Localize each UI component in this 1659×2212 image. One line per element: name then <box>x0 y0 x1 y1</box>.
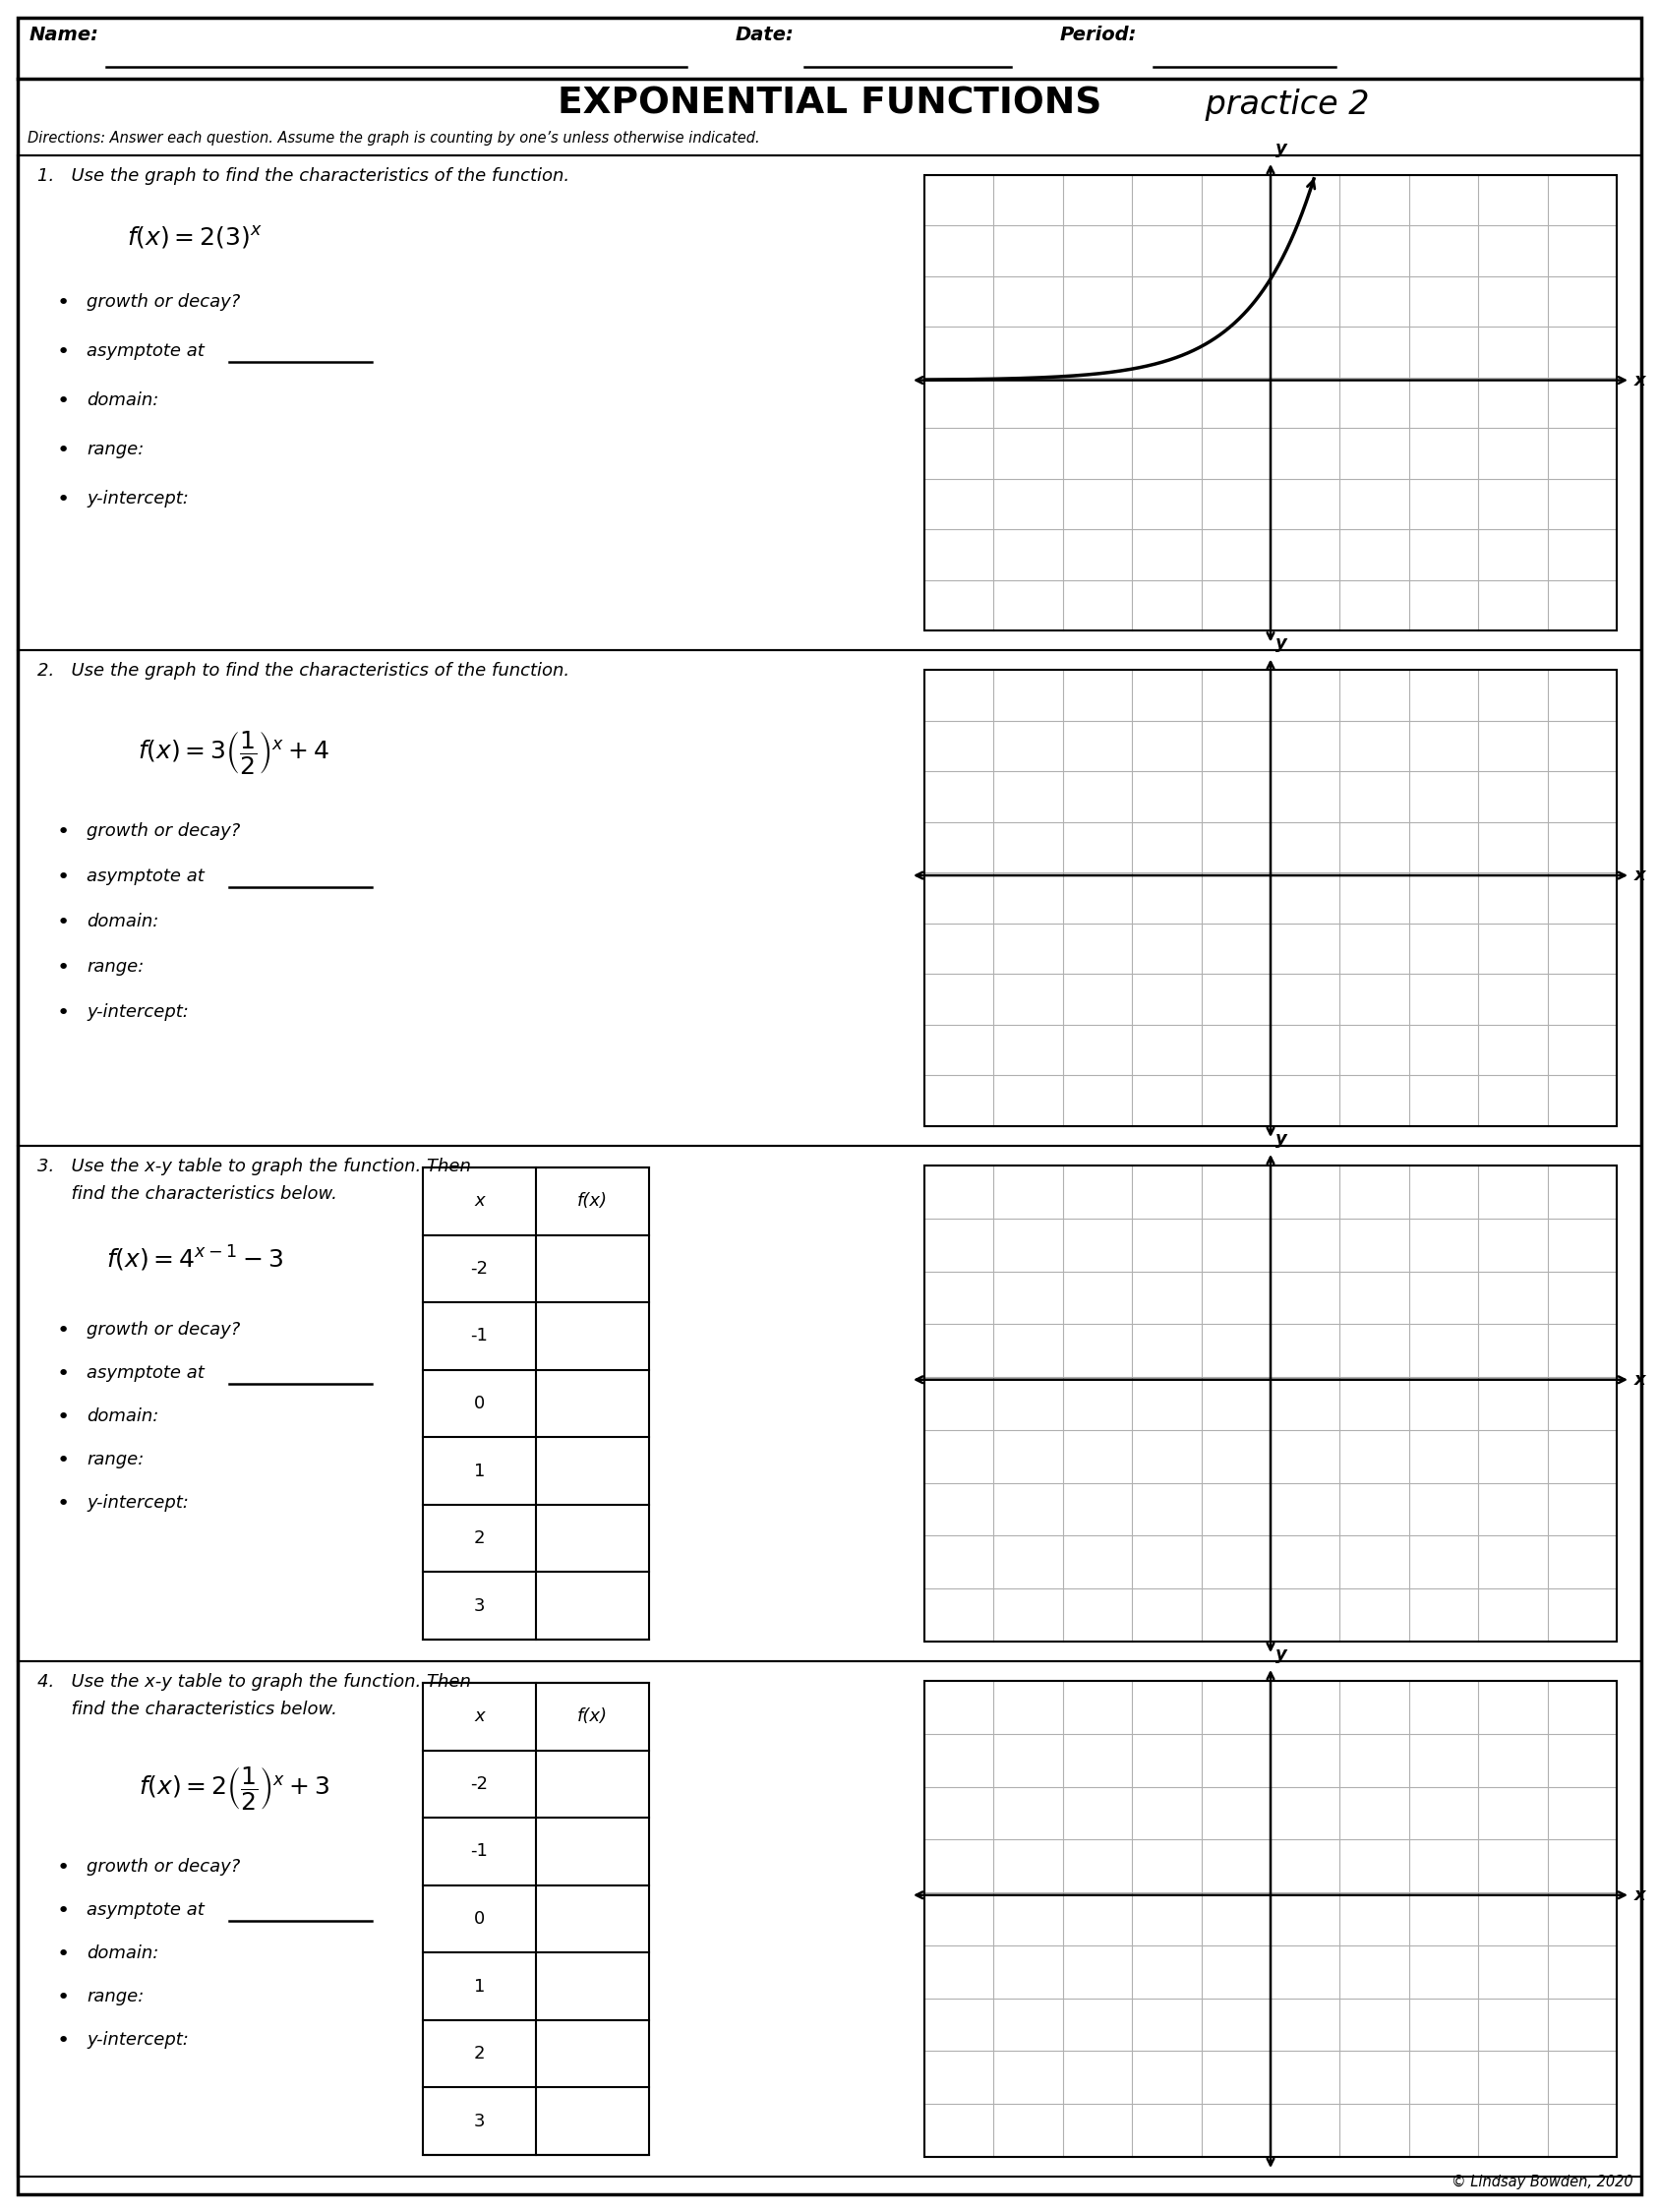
Text: y: y <box>1276 1130 1287 1148</box>
Text: •: • <box>56 1989 70 2008</box>
Text: growth or decay?: growth or decay? <box>86 294 241 312</box>
Text: x: x <box>474 1708 484 1725</box>
Text: $f(x) = 4^{x-1} - 3$: $f(x) = 4^{x-1} - 3$ <box>106 1243 284 1274</box>
Text: 1: 1 <box>474 1462 484 1480</box>
Text: •: • <box>56 1493 70 1513</box>
Text: range:: range: <box>86 958 144 975</box>
Text: 3: 3 <box>474 1597 484 1615</box>
Bar <box>924 670 1618 1126</box>
Text: domain:: domain: <box>86 1944 159 1962</box>
Text: y: y <box>1276 1646 1287 1663</box>
Bar <box>18 1661 1641 2177</box>
Bar <box>18 1146 1641 1661</box>
Text: x: x <box>1634 1371 1646 1389</box>
Text: •: • <box>56 958 70 978</box>
Text: growth or decay?: growth or decay? <box>86 823 241 841</box>
Text: •: • <box>56 1407 70 1427</box>
Text: 2: 2 <box>474 2044 484 2062</box>
Text: y-intercept:: y-intercept: <box>86 2031 189 2048</box>
Text: •: • <box>56 914 70 933</box>
Text: asymptote at: asymptote at <box>86 867 211 885</box>
Text: •: • <box>56 489 70 509</box>
Text: domain:: domain: <box>86 392 159 409</box>
Text: Date:: Date: <box>735 27 795 44</box>
Text: $f(x) = 3\left(\dfrac{1}{2}\right)^x + 4$: $f(x) = 3\left(\dfrac{1}{2}\right)^x + 4… <box>138 730 330 776</box>
Text: 3.   Use the x-y table to graph the function. Then: 3. Use the x-y table to graph the functi… <box>38 1157 471 1175</box>
Text: find the characteristics below.: find the characteristics below. <box>38 1701 337 1719</box>
Text: •: • <box>56 1365 70 1385</box>
Text: Period:: Period: <box>1060 27 1136 44</box>
Text: x: x <box>1634 372 1646 389</box>
Bar <box>18 650 1641 1146</box>
Text: find the characteristics below.: find the characteristics below. <box>38 1186 337 1203</box>
Text: x: x <box>474 1192 484 1210</box>
Text: domain:: domain: <box>86 1407 159 1425</box>
Text: -2: -2 <box>471 1261 488 1279</box>
Text: •: • <box>56 1944 70 1964</box>
Text: $f(x) = 2\left(\dfrac{1}{2}\right)^x + 3$: $f(x) = 2\left(\dfrac{1}{2}\right)^x + 3… <box>138 1765 330 1812</box>
Text: 0: 0 <box>474 1909 484 1927</box>
Text: growth or decay?: growth or decay? <box>86 1858 241 1876</box>
Text: EXPONENTIAL FUNCTIONS: EXPONENTIAL FUNCTIONS <box>557 86 1102 122</box>
Text: y-intercept:: y-intercept: <box>86 489 189 507</box>
Text: •: • <box>56 867 70 887</box>
Text: •: • <box>56 823 70 843</box>
Text: 1: 1 <box>474 1978 484 1995</box>
Text: •: • <box>56 1004 70 1024</box>
Text: 4.   Use the x-y table to graph the function. Then: 4. Use the x-y table to graph the functi… <box>38 1672 471 1690</box>
Text: Name:: Name: <box>30 27 100 44</box>
Text: © Lindsay Bowden, 2020: © Lindsay Bowden, 2020 <box>1452 2174 1634 2190</box>
Text: $f(x) = 2(3)^x$: $f(x) = 2(3)^x$ <box>128 223 262 250</box>
Text: •: • <box>56 1900 70 1920</box>
Text: -1: -1 <box>471 1843 488 1860</box>
Text: 2: 2 <box>474 1528 484 1546</box>
Text: growth or decay?: growth or decay? <box>86 1321 241 1338</box>
Text: •: • <box>56 343 70 363</box>
Text: y: y <box>1276 139 1287 157</box>
Text: x: x <box>1634 867 1646 885</box>
Text: Directions: Answer each question. Assume the graph is counting by one’s unless o: Directions: Answer each question. Assume… <box>28 131 760 146</box>
Text: range:: range: <box>86 440 144 458</box>
Text: domain:: domain: <box>86 914 159 931</box>
Text: •: • <box>56 1451 70 1471</box>
Text: x: x <box>1634 1887 1646 1905</box>
Text: •: • <box>56 440 70 460</box>
Bar <box>924 1681 1618 2157</box>
Text: asymptote at: asymptote at <box>86 1900 211 1918</box>
Text: y: y <box>1276 635 1287 653</box>
Text: 0: 0 <box>474 1394 484 1411</box>
Text: •: • <box>56 2031 70 2051</box>
Text: f(x): f(x) <box>577 1192 607 1210</box>
Text: •: • <box>56 1321 70 1340</box>
Bar <box>423 1683 649 2154</box>
Text: 2.   Use the graph to find the characteristics of the function.: 2. Use the graph to find the characteris… <box>38 661 569 679</box>
Text: range:: range: <box>86 1989 144 2006</box>
Text: •: • <box>56 294 70 312</box>
Text: asymptote at: asymptote at <box>86 343 211 361</box>
Text: -1: -1 <box>471 1327 488 1345</box>
Text: range:: range: <box>86 1451 144 1469</box>
Text: practice 2: practice 2 <box>1194 88 1369 122</box>
Text: •: • <box>56 392 70 411</box>
Text: 3: 3 <box>474 2112 484 2130</box>
Text: y-intercept:: y-intercept: <box>86 1493 189 1511</box>
Text: f(x): f(x) <box>577 1708 607 1725</box>
Bar <box>18 155 1641 650</box>
Bar <box>924 175 1618 630</box>
Text: 1.   Use the graph to find the characteristics of the function.: 1. Use the graph to find the characteris… <box>38 168 569 186</box>
Text: y-intercept:: y-intercept: <box>86 1004 189 1022</box>
Text: •: • <box>56 1858 70 1878</box>
Text: -2: -2 <box>471 1776 488 1794</box>
Bar <box>423 1168 649 1639</box>
Text: asymptote at: asymptote at <box>86 1365 211 1382</box>
Bar <box>924 1166 1618 1641</box>
